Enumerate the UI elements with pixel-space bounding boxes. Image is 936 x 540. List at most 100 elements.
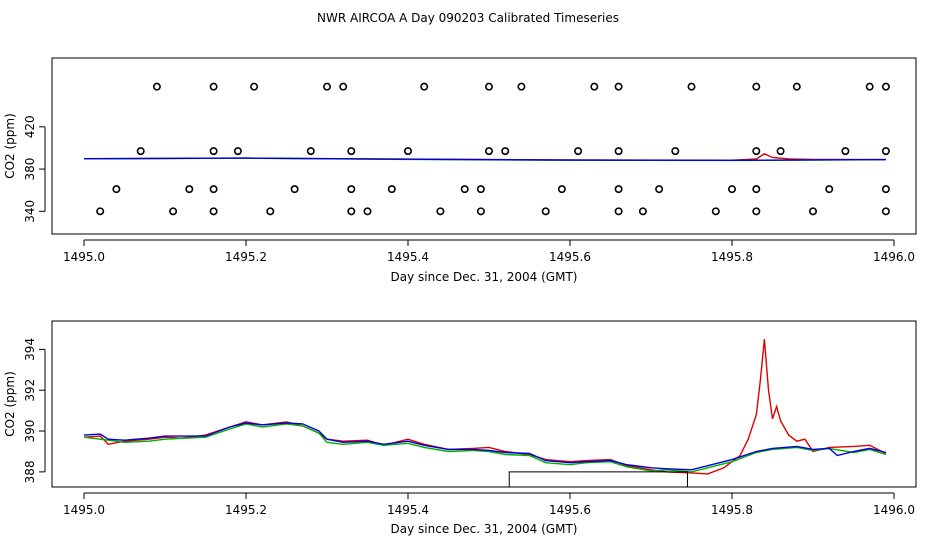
x-tick-label: 1495.4 [387, 503, 429, 517]
circle-marker [638, 207, 647, 216]
circle-marker [517, 82, 526, 91]
circle-marker [687, 82, 696, 91]
circle-marker [290, 185, 299, 194]
circle-marker [484, 82, 493, 91]
circle-marker [776, 147, 785, 156]
y-tick-label: 390 [23, 420, 37, 443]
circle-marker [590, 82, 599, 91]
circle-marker [501, 147, 510, 156]
y-tick-label: 394 [23, 338, 37, 361]
x-tick-label: 1495.2 [225, 503, 267, 517]
circle-marker [209, 147, 218, 156]
circle-marker [266, 207, 275, 216]
circle-marker [185, 185, 194, 194]
y-tick-label: 380 [23, 158, 37, 181]
circle-marker [112, 185, 121, 194]
circle-marker [476, 185, 485, 194]
circle-marker [808, 207, 817, 216]
circle-marker [403, 147, 412, 156]
bottom-bracket [508, 471, 688, 487]
circle-marker [339, 82, 348, 91]
bottom-x-axis: 1495.0 1495.2 1495.4 1495.6 1495.8 1496.0 [63, 492, 915, 517]
circle-marker [881, 185, 890, 194]
top-series-blue-line [83, 157, 886, 162]
top-y-axis-label: CO2 (ppm) [3, 113, 17, 179]
circle-marker [233, 147, 242, 156]
circle-marker [96, 207, 105, 216]
circle-marker [881, 82, 890, 91]
x-tick-label: 1495.4 [387, 250, 429, 264]
top-plot-frame [51, 57, 917, 235]
top-x-axis: 1495.0 1495.2 1495.4 1495.6 1495.8 1496.0 [63, 239, 915, 264]
circle-marker [752, 207, 761, 216]
circle-marker [363, 207, 372, 216]
x-tick-label: 1495.0 [63, 250, 105, 264]
bottom-series-blue-line [83, 422, 887, 471]
circle-marker [169, 207, 178, 216]
top-circle-markers [96, 82, 890, 216]
circle-marker [347, 147, 356, 156]
y-tick-label: 388 [23, 460, 37, 483]
circle-marker [614, 147, 623, 156]
y-tick-label: 420 [23, 115, 37, 138]
top-y-axis: 340 380 420 [23, 115, 46, 223]
bottom-y-axis: 388 390 392 394 [23, 338, 46, 483]
bottom-x-axis-label: Day since Dec. 31, 2004 (GMT) [391, 522, 578, 536]
circle-marker [209, 185, 218, 194]
circle-marker [322, 82, 331, 91]
circle-marker [250, 82, 259, 91]
bottom-y-axis-label: CO2 (ppm) [3, 371, 17, 437]
circle-marker [420, 82, 429, 91]
x-tick-label: 1496.0 [873, 250, 915, 264]
circle-marker [347, 207, 356, 216]
circle-marker [614, 82, 623, 91]
circle-marker [711, 207, 720, 216]
circle-marker [484, 147, 493, 156]
circle-marker [881, 147, 890, 156]
bottom-series-lines [83, 339, 887, 475]
x-tick-label: 1496.0 [873, 503, 915, 517]
x-tick-label: 1495.8 [711, 250, 753, 264]
bottom-panel: 1495.0 1495.2 1495.4 1495.6 1495.8 1496.0 388… [3, 320, 917, 536]
circle-marker [460, 185, 469, 194]
circle-marker [792, 82, 801, 91]
bottom-series-red-line [83, 339, 887, 475]
bottom-series-green-line [83, 423, 887, 473]
circle-marker [347, 185, 356, 194]
circle-marker [209, 82, 218, 91]
page-title: NWR AIRCOA A Day 090203 Calibrated Times… [317, 11, 619, 25]
circle-marker [614, 185, 623, 194]
circle-marker [752, 82, 761, 91]
circle-marker [614, 207, 623, 216]
circle-marker [727, 185, 736, 194]
top-series-lines [83, 153, 886, 162]
circle-marker [152, 82, 161, 91]
circle-marker [881, 207, 890, 216]
top-x-axis-label: Day since Dec. 31, 2004 (GMT) [391, 270, 578, 284]
x-tick-label: 1495.8 [711, 503, 753, 517]
circle-marker [752, 147, 761, 156]
circle-marker [671, 147, 680, 156]
circle-marker [436, 207, 445, 216]
circle-marker [476, 207, 485, 216]
circle-marker [136, 147, 145, 156]
circle-marker [752, 185, 761, 194]
top-panel: 1495.0 1495.2 1495.4 1495.6 1495.8 1496.0 340… [3, 57, 917, 284]
y-tick-label: 392 [23, 379, 37, 402]
circle-marker [865, 82, 874, 91]
bracket-box [508, 471, 688, 487]
circle-marker [209, 207, 218, 216]
x-tick-label: 1495.0 [63, 503, 105, 517]
circle-marker [387, 185, 396, 194]
circle-marker [574, 147, 583, 156]
circle-marker [825, 185, 834, 194]
circle-marker [557, 185, 566, 194]
circle-marker [841, 147, 850, 156]
circle-marker [541, 207, 550, 216]
circle-marker [655, 185, 664, 194]
x-tick-label: 1495.2 [225, 250, 267, 264]
circle-marker [306, 147, 315, 156]
y-tick-label: 340 [23, 200, 37, 223]
x-tick-label: 1495.6 [549, 503, 591, 517]
